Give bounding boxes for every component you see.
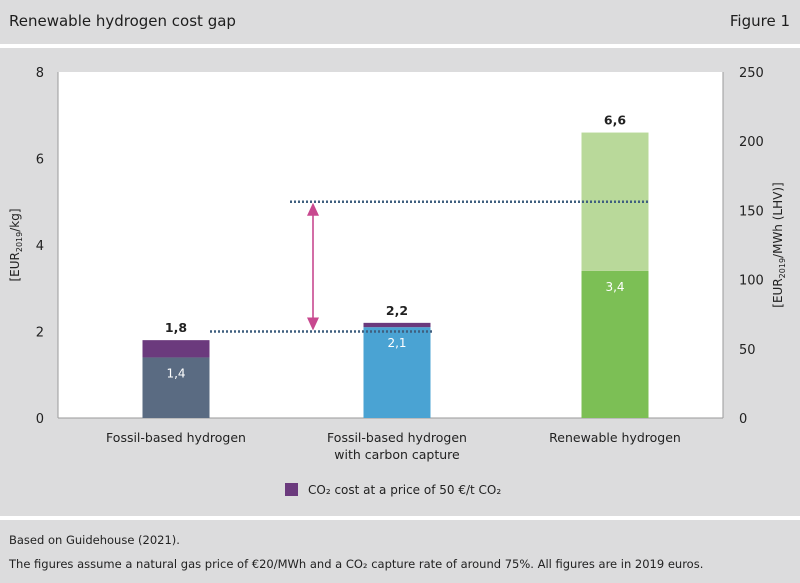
y-right-tick-label: 0 xyxy=(739,412,747,427)
cost-gap-chart: 0 2 4 6 8 0 50 100 150 200 250 [EUR2019/kg] [EUR2019… xyxy=(8,66,787,497)
bar-total-label: 1,8 xyxy=(165,320,187,335)
figure-header: Renewable hydrogen cost gap Figure 1 xyxy=(0,0,800,44)
bar-segment xyxy=(581,270,649,418)
y-right-tick-label: 50 xyxy=(739,343,756,358)
y-left-tick-label: 8 xyxy=(36,66,44,81)
y-left-tick-label: 4 xyxy=(36,239,44,254)
bar-segment-label: 1,4 xyxy=(166,366,185,380)
y-right-tick-label: 200 xyxy=(739,135,764,150)
top-divider xyxy=(0,44,800,48)
x-category-label: Renewable hydrogen xyxy=(549,430,681,445)
footer-note: The figures assume a natural gas price o… xyxy=(9,557,704,571)
bar-total-label: 2,2 xyxy=(386,303,408,318)
bar-segment xyxy=(142,340,210,358)
y-right-tick-label: 250 xyxy=(739,66,764,81)
y-right-tick-label: 150 xyxy=(739,204,764,219)
x-category-label: with carbon capture xyxy=(334,447,460,462)
bar-segment xyxy=(363,322,431,328)
y-left-axis-label: [EUR2019/kg] xyxy=(8,208,24,281)
bar-segment xyxy=(363,327,431,418)
y-right-tick-label: 100 xyxy=(739,274,764,289)
y-left-tick-label: 6 xyxy=(36,153,44,168)
figure-label: Figure 1 xyxy=(729,12,790,30)
y-left-tick-label: 0 xyxy=(36,412,44,427)
bar-total-label: 6,6 xyxy=(604,113,626,128)
gap-arrow-head-down xyxy=(307,317,319,331)
y-right-axis-label: [EUR2019/MWh (LHV)] xyxy=(771,182,787,307)
legend-label: CO₂ cost at a price of 50 €/t CO₂ xyxy=(308,483,501,497)
bottom-divider xyxy=(0,516,800,520)
footer-source: Based on Guidehouse (2021). xyxy=(9,533,180,547)
bar-segment xyxy=(142,357,210,418)
x-category-label: Fossil-based hydrogen xyxy=(106,430,246,445)
bar-segment-label: 3,4 xyxy=(605,280,624,294)
gap-arrow-head-up xyxy=(307,202,319,216)
bar-segment-label: 2,1 xyxy=(387,336,406,350)
legend-swatch xyxy=(285,483,298,496)
figure-title: Renewable hydrogen cost gap xyxy=(9,12,236,30)
y-left-tick-label: 2 xyxy=(36,326,44,341)
x-category-label: Fossil-based hydrogen xyxy=(327,430,467,445)
